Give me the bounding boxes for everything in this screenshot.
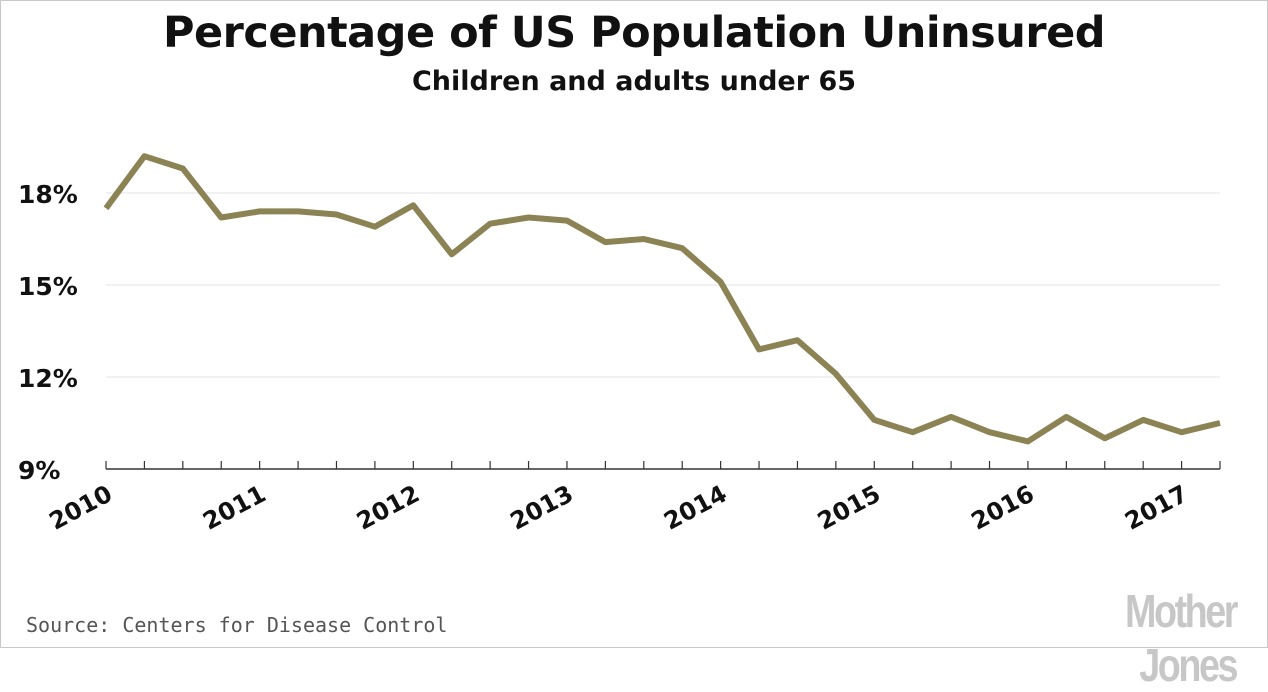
line-chart: 9% 12% 15% 18% 2010 2011 2012 2013 2014 2015 2016 2… [18,153,1221,536]
x-tick-label: 2017 [1120,480,1192,536]
mother-jones-logo: Mother Jones [1125,585,1238,691]
source-note: Source: Centers for Disease Control [26,613,448,637]
chart-subtitle: Children and adults under 65 [411,66,857,97]
x-tick-label: 2014 [659,480,731,536]
series-line-uninsured [103,153,1221,445]
x-tick-label: 2011 [198,480,270,536]
y-tick-label: 15% [18,272,78,301]
y-tick-label: 12% [18,364,78,393]
y-tick-label: 18% [18,180,78,209]
x-tick-label: 2016 [967,480,1039,536]
chart-frame [0,0,1268,648]
chart-title: Percentage of US Population Uninsured [162,8,1106,58]
x-tick-label: 2015 [813,480,885,536]
x-tick-label: 2010 [45,480,117,536]
x-tick-label: 2013 [506,480,578,536]
y-tick-label: 9% [18,456,60,485]
x-tick-label: 2012 [352,480,424,536]
